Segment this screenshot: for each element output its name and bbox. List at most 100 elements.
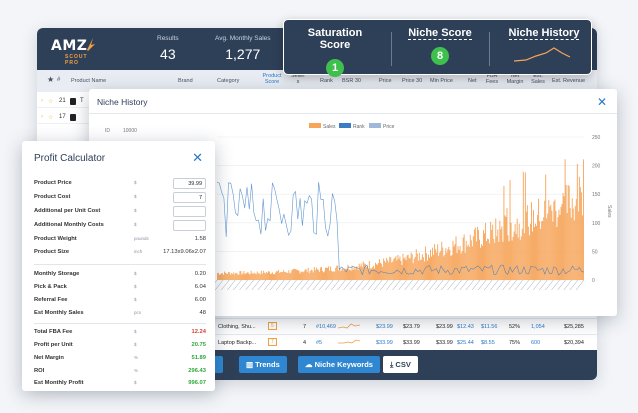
sales-bar xyxy=(235,272,237,280)
row-arrow-icon[interactable]: › xyxy=(41,114,43,120)
additional-unit-cost-input[interactable] xyxy=(173,206,206,217)
sales-bar xyxy=(368,261,370,280)
col-rank[interactable]: Rank xyxy=(320,78,333,84)
product-price-row: Product Price $ 39.99 xyxy=(34,178,206,190)
col-est-revenue[interactable]: Est. Revenue xyxy=(552,78,586,84)
x-tick-label xyxy=(447,279,456,291)
sales-bar xyxy=(353,267,355,280)
col-brand[interactable]: Brand xyxy=(178,78,193,84)
sales-bar xyxy=(324,271,325,280)
col-bsr30[interactable]: BSR 30 xyxy=(342,78,361,84)
col-min-price[interactable]: Min Price xyxy=(430,78,453,84)
col-price[interactable]: Price xyxy=(379,78,392,84)
sales-bar xyxy=(295,269,297,280)
x-tick-label xyxy=(269,279,279,291)
y-left-tick-label: 10000 xyxy=(123,128,137,134)
sales-bar xyxy=(382,266,384,280)
sales-bar xyxy=(518,223,520,280)
sales-bar xyxy=(342,267,344,280)
sales-bar xyxy=(431,256,433,280)
table-row[interactable]: Clothing, Shu... 5 7 #10,469 $23.99 $23.… xyxy=(37,318,597,334)
sales-bar xyxy=(242,273,244,280)
sales-bar xyxy=(429,257,430,280)
sales-bar xyxy=(344,268,346,280)
additional-monthly-costs-input[interactable] xyxy=(173,220,206,231)
col-sellers[interactable]: Seller s xyxy=(290,73,306,85)
row-arrow-icon[interactable]: › xyxy=(41,98,43,104)
y-tick-label: 50 xyxy=(592,249,598,255)
niche-history-link[interactable]: Niche History xyxy=(502,27,586,64)
col-net-margin[interactable]: Net Margin xyxy=(506,73,524,85)
sales-bar xyxy=(343,270,345,280)
sales-bar xyxy=(373,268,375,280)
product-weight-row: Product Weight pounds 1.58 xyxy=(34,236,206,242)
sales-bar xyxy=(363,263,365,280)
sales-bar xyxy=(362,261,364,280)
sales-bar xyxy=(514,224,516,280)
sales-bar xyxy=(341,269,343,280)
close-icon[interactable]: ✕ xyxy=(596,95,607,109)
sales-bar xyxy=(262,270,264,280)
sales-bar xyxy=(488,239,490,280)
sales-bar xyxy=(445,248,447,280)
col-product-name[interactable]: Product Name xyxy=(71,78,107,84)
divider xyxy=(34,323,206,324)
sales-bar xyxy=(558,209,560,280)
sales-bar xyxy=(356,266,358,280)
sales-bar xyxy=(405,260,407,280)
star-icon[interactable]: ★ xyxy=(47,75,55,84)
sales-bar xyxy=(524,172,526,280)
sales-bar xyxy=(496,236,498,280)
favorite-star-icon[interactable]: ☆ xyxy=(48,115,54,121)
sales-bar xyxy=(454,244,456,280)
sales-bar xyxy=(411,254,413,280)
x-tick-label xyxy=(245,279,254,291)
sales-bar xyxy=(228,271,230,280)
csv-export-button[interactable]: ⤓ CSV xyxy=(383,356,418,373)
sales-bar xyxy=(467,244,469,280)
col-fba-fees[interactable]: FBA Fees xyxy=(485,73,499,85)
legend-label: Price xyxy=(383,124,395,130)
y-tick-label: 0 xyxy=(592,278,595,284)
sales-bar xyxy=(274,274,276,280)
product-price-input[interactable]: 39.99 xyxy=(173,178,206,189)
close-icon[interactable]: ✕ xyxy=(192,150,203,165)
sales-bar xyxy=(525,211,527,280)
sales-bar xyxy=(387,260,389,280)
sales-bar xyxy=(451,255,453,280)
rank-sparkline xyxy=(338,323,360,329)
trends-button[interactable]: ▥ Trends xyxy=(239,356,287,373)
sales-bar xyxy=(231,273,233,280)
col-net[interactable]: Net xyxy=(468,78,477,84)
x-tick-label xyxy=(520,279,530,291)
sales-bar xyxy=(561,203,563,280)
sales-bar xyxy=(365,267,367,280)
sales-bar xyxy=(354,269,356,280)
sales-bar xyxy=(490,221,492,280)
legend-swatch xyxy=(369,123,381,128)
sales-bar xyxy=(400,260,402,280)
sales-bar xyxy=(276,271,278,280)
x-tick-label xyxy=(526,279,536,291)
additional-monthly-costs-row: Additional Monthly Costs $ xyxy=(34,220,206,232)
col-product-score[interactable]: Product Score xyxy=(262,73,282,85)
product-cost-input[interactable]: 7 xyxy=(173,192,206,203)
table-row[interactable]: Laptop Backp... 7 4 #5 $33.99 $33.99 $33… xyxy=(37,334,597,350)
col-price30[interactable]: Price 30 xyxy=(402,78,423,84)
sales-bar xyxy=(229,272,231,280)
x-tick-label xyxy=(557,279,566,291)
niche-score[interactable]: Niche Score 8 xyxy=(404,27,476,65)
niche-keywords-button[interactable]: ☁ Niche Keywords xyxy=(298,356,380,373)
legend-swatch xyxy=(339,123,351,128)
col-est-sales[interactable]: Est. Sales xyxy=(531,73,545,85)
sales-bar xyxy=(559,214,561,280)
saturation-score[interactable]: Saturation Score 1 xyxy=(292,27,378,77)
sales-bar xyxy=(416,253,418,280)
col-category[interactable]: Category xyxy=(217,78,240,84)
x-tick-label xyxy=(263,279,273,291)
favorite-star-icon[interactable]: ☆ xyxy=(48,99,54,105)
sales-bar xyxy=(394,257,396,280)
niche-history-sparkline xyxy=(514,47,571,62)
x-tick-label xyxy=(306,279,316,291)
x-tick-label xyxy=(484,279,493,291)
